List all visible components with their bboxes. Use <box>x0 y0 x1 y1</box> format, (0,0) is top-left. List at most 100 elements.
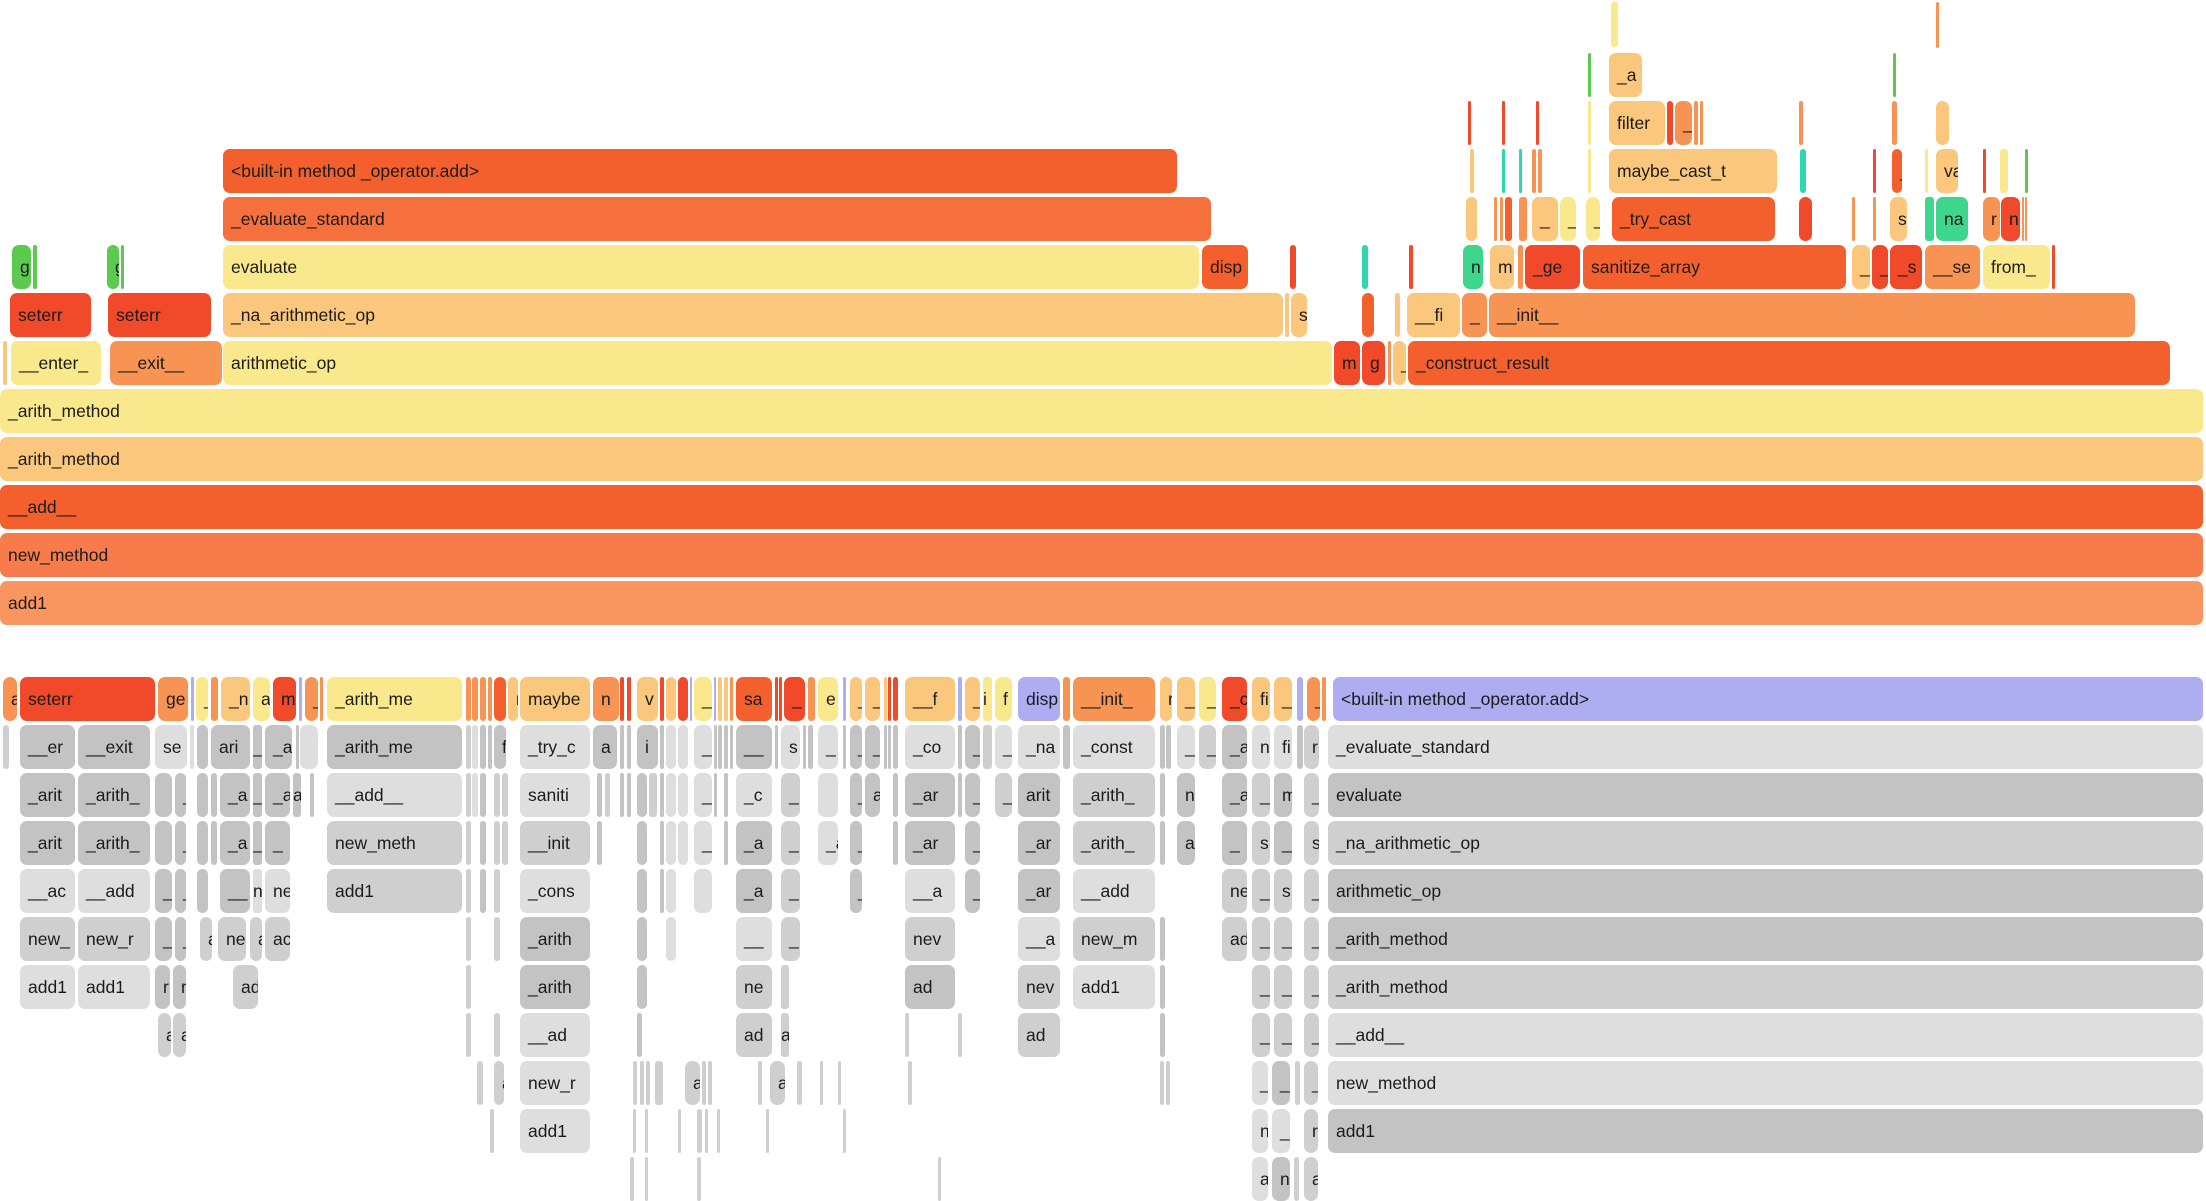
frame-a[interactable]: a <box>781 1013 789 1057</box>
frame-sliver[interactable] <box>958 677 962 721</box>
frame-g[interactable]: g <box>12 245 31 289</box>
frame-_[interactable]: _ <box>694 725 712 769</box>
frame-__ac[interactable]: __ac <box>20 869 75 913</box>
frame-_na[interactable]: _na <box>1018 725 1060 769</box>
frame-r[interactable]: r <box>1983 197 2000 241</box>
frame-m[interactable]: m <box>1274 773 1292 817</box>
frame-m[interactable]: m <box>1334 341 1360 385</box>
frame-_const[interactable]: _const <box>1073 725 1155 769</box>
frame-f[interactable]: f <box>995 677 1012 721</box>
frame-_ar[interactable]: _ar <box>905 773 955 817</box>
frame-sliver[interactable] <box>472 773 478 817</box>
frame-_[interactable]: _ <box>781 869 800 913</box>
frame-new_r[interactable]: new_r <box>78 917 150 961</box>
frame-_[interactable]: _ <box>1252 965 1270 1009</box>
frame-_arith[interactable]: _arith <box>520 917 590 961</box>
frame-sliver[interactable] <box>1290 245 1296 289</box>
frame-sliver[interactable] <box>678 725 688 769</box>
frame-sliver[interactable] <box>666 677 676 721</box>
frame-_[interactable]: _ <box>694 773 712 817</box>
frame-sliver[interactable] <box>502 773 508 817</box>
frame-sliver[interactable] <box>708 1061 712 1105</box>
frame-sliver[interactable] <box>637 821 647 865</box>
frame-sliver[interactable] <box>1500 197 1503 241</box>
frame-sliver[interactable] <box>888 677 891 721</box>
frame-ne[interactable]: ne <box>218 917 246 961</box>
frame-sliver[interactable] <box>1893 53 1896 97</box>
frame-sliver[interactable] <box>714 677 716 721</box>
frame-sliver[interactable] <box>33 245 37 289</box>
frame-sliver[interactable] <box>983 725 992 769</box>
frame-_arith_me[interactable]: _arith_me <box>327 677 462 721</box>
frame-sliver[interactable] <box>705 1109 708 1153</box>
frame-sliver[interactable] <box>637 773 647 817</box>
frame-maybe[interactable]: maybe <box>520 677 590 721</box>
frame-sliver[interactable] <box>1936 101 1949 145</box>
frame-r[interactable]: r <box>155 965 170 1009</box>
frame-_try_cast[interactable]: _try_cast <box>1612 197 1775 241</box>
frame-n[interactable]: n <box>1463 245 1483 289</box>
frame-_a[interactable]: _a <box>818 821 838 865</box>
frame-__add__[interactable]: __add__ <box>327 773 462 817</box>
frame-sliver[interactable] <box>1160 1061 1164 1105</box>
frame-_a[interactable]: _a <box>1222 773 1247 817</box>
frame-sliver[interactable] <box>121 245 124 289</box>
frame-_[interactable]: _ <box>1852 245 1870 289</box>
frame-sliver[interactable] <box>1470 149 1474 193</box>
frame-sliver[interactable] <box>494 1013 500 1057</box>
frame-sliver[interactable] <box>1588 53 1591 97</box>
frame-sliver[interactable] <box>678 821 688 865</box>
frame-sliver[interactable] <box>466 821 471 865</box>
frame-sliver[interactable] <box>2052 245 2055 289</box>
frame-sliver[interactable] <box>1166 725 1171 769</box>
frame-__init__[interactable]: __init__ <box>1489 293 2135 337</box>
frame-evaluate[interactable]: evaluate <box>223 245 1199 289</box>
frame-sliver[interactable] <box>808 725 813 769</box>
frame-sliver[interactable] <box>958 1013 962 1057</box>
frame-sliver[interactable] <box>637 869 647 913</box>
frame-sliver[interactable] <box>1925 197 1934 241</box>
frame-sliver[interactable] <box>893 773 898 817</box>
frame-arit[interactable]: arit <box>1018 773 1060 817</box>
frame-_[interactable]: _ <box>965 773 980 817</box>
frame-sliver[interactable] <box>1063 677 1070 721</box>
frame-sliver[interactable] <box>678 773 688 817</box>
frame-sliver[interactable] <box>1925 149 1928 193</box>
frame-r[interactable]: r <box>1160 677 1172 721</box>
frame-_[interactable]: _ <box>1272 1109 1290 1153</box>
frame-sliver[interactable] <box>666 821 676 865</box>
frame-builtinmethod_operatoradd[interactable]: <built-in method _operator.add> <box>223 149 1177 193</box>
frame-sliver[interactable] <box>884 725 887 769</box>
frame-_[interactable]: _ <box>1274 965 1292 1009</box>
frame-sliver[interactable] <box>1892 101 1897 145</box>
frame-_evaluate_standard[interactable]: _evaluate_standard <box>223 197 1211 241</box>
frame-_[interactable]: _ <box>175 869 186 913</box>
frame-sliver[interactable] <box>494 869 500 913</box>
frame-__[interactable]: __ <box>220 869 250 913</box>
frame-va[interactable]: va <box>1936 149 1958 193</box>
frame-sliver[interactable] <box>637 917 647 961</box>
frame-sliver[interactable] <box>1800 149 1806 193</box>
frame-builtinmethod_operatoradd[interactable]: <built-in method _operator.add> <box>1333 677 2203 721</box>
frame-sliver[interactable] <box>472 725 478 769</box>
frame-sliver[interactable] <box>797 1061 802 1105</box>
frame-sliver[interactable] <box>775 725 778 769</box>
frame-_ar[interactable]: _ar <box>1018 869 1060 913</box>
frame-a[interactable]: a <box>593 725 617 769</box>
frame-__f[interactable]: __f <box>905 677 955 721</box>
frame-sliver[interactable] <box>633 1109 636 1153</box>
frame-sliver[interactable] <box>1799 197 1812 241</box>
frame-sliver[interactable] <box>3 725 9 769</box>
frame-sliver[interactable] <box>300 725 318 769</box>
frame-__init_[interactable]: __init_ <box>1073 677 1155 721</box>
frame-sliver[interactable] <box>1502 149 1505 193</box>
frame-sliver[interactable] <box>1694 101 1698 145</box>
frame-sliver[interactable] <box>1166 1061 1170 1105</box>
frame-_s[interactable]: _s <box>1890 245 1922 289</box>
frame-sliver[interactable] <box>1160 821 1165 865</box>
frame-sliver[interactable] <box>646 1061 650 1105</box>
frame-sliver[interactable] <box>480 677 486 721</box>
frame-i[interactable]: i <box>637 725 658 769</box>
frame-_[interactable]: _ <box>1274 1013 1292 1057</box>
frame-add1[interactable]: add1 <box>1328 1109 2203 1153</box>
